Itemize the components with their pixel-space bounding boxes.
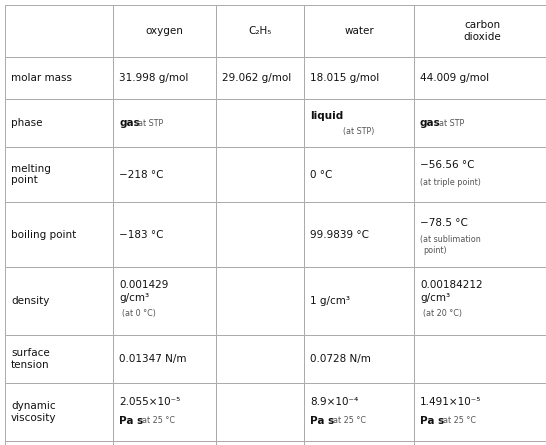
Text: at 25 °C: at 25 °C bbox=[136, 416, 175, 425]
Bar bbox=[113, 267, 216, 335]
Text: −183 °C: −183 °C bbox=[119, 230, 163, 239]
Text: 44.009 g/mol: 44.009 g/mol bbox=[420, 73, 489, 83]
Bar bbox=[304, 267, 414, 335]
Text: 0.01347 N/m: 0.01347 N/m bbox=[119, 354, 187, 364]
Text: 29.062 g/mol: 29.062 g/mol bbox=[222, 73, 291, 83]
Text: C₂H₅: C₂H₅ bbox=[248, 26, 272, 36]
Text: Pa s: Pa s bbox=[420, 416, 444, 426]
Text: Pa s: Pa s bbox=[310, 416, 334, 426]
Text: 18.015 g/mol: 18.015 g/mol bbox=[310, 73, 379, 83]
Text: 0.00184212: 0.00184212 bbox=[420, 280, 483, 290]
Text: −78.5 °C: −78.5 °C bbox=[420, 218, 468, 228]
Text: liquid: liquid bbox=[310, 111, 343, 121]
Bar bbox=[5, 202, 113, 267]
Bar bbox=[216, 99, 304, 147]
Text: (at 0 °C): (at 0 °C) bbox=[122, 309, 156, 318]
Text: melting
point: melting point bbox=[11, 164, 51, 185]
Bar bbox=[216, 202, 304, 267]
Text: (at sublimation: (at sublimation bbox=[420, 235, 480, 243]
Bar bbox=[414, 441, 546, 445]
Bar bbox=[304, 57, 414, 99]
Text: (at triple point): (at triple point) bbox=[420, 178, 481, 187]
Bar bbox=[414, 383, 546, 441]
Bar bbox=[414, 5, 546, 57]
Text: boiling point: boiling point bbox=[11, 230, 76, 239]
Text: 2.055×10⁻⁵: 2.055×10⁻⁵ bbox=[119, 396, 180, 407]
Text: 1.491×10⁻⁵: 1.491×10⁻⁵ bbox=[420, 396, 482, 407]
Text: g/cm³: g/cm³ bbox=[119, 293, 149, 303]
Bar bbox=[5, 267, 113, 335]
Bar bbox=[113, 57, 216, 99]
Bar bbox=[414, 147, 546, 202]
Bar bbox=[414, 335, 546, 383]
Bar bbox=[5, 57, 113, 99]
Text: 31.998 g/mol: 31.998 g/mol bbox=[119, 73, 188, 83]
Text: at 25 °C: at 25 °C bbox=[437, 416, 476, 425]
Text: oxygen: oxygen bbox=[146, 26, 183, 36]
Text: molar mass: molar mass bbox=[11, 73, 72, 83]
Bar bbox=[414, 57, 546, 99]
Text: at STP: at STP bbox=[133, 118, 163, 128]
Text: g/cm³: g/cm³ bbox=[420, 293, 450, 303]
Bar bbox=[216, 57, 304, 99]
Bar bbox=[113, 383, 216, 441]
Text: phase: phase bbox=[11, 118, 43, 128]
Text: at STP: at STP bbox=[434, 118, 464, 128]
Bar bbox=[113, 147, 216, 202]
Bar bbox=[304, 441, 414, 445]
Bar bbox=[216, 147, 304, 202]
Bar bbox=[5, 441, 113, 445]
Bar bbox=[216, 267, 304, 335]
Text: −56.56 °C: −56.56 °C bbox=[420, 160, 474, 170]
Text: surface
tension: surface tension bbox=[11, 348, 50, 370]
Bar bbox=[113, 335, 216, 383]
Text: 99.9839 °C: 99.9839 °C bbox=[310, 230, 369, 239]
Text: Pa s: Pa s bbox=[119, 416, 143, 426]
Text: −218 °C: −218 °C bbox=[119, 170, 163, 179]
Text: water: water bbox=[344, 26, 374, 36]
Bar bbox=[216, 335, 304, 383]
Bar bbox=[5, 99, 113, 147]
Text: gas: gas bbox=[420, 118, 441, 128]
Bar bbox=[113, 5, 216, 57]
Text: density: density bbox=[11, 296, 49, 306]
Text: (at STP): (at STP) bbox=[343, 127, 375, 136]
Bar bbox=[414, 202, 546, 267]
Bar bbox=[304, 5, 414, 57]
Text: gas: gas bbox=[119, 118, 140, 128]
Text: point): point) bbox=[423, 246, 447, 255]
Text: carbon
dioxide: carbon dioxide bbox=[464, 20, 501, 42]
Bar bbox=[5, 147, 113, 202]
Bar bbox=[5, 383, 113, 441]
Bar bbox=[5, 5, 113, 57]
Text: 0 °C: 0 °C bbox=[310, 170, 333, 179]
Bar bbox=[216, 383, 304, 441]
Text: dynamic
viscosity: dynamic viscosity bbox=[11, 401, 56, 423]
Bar bbox=[304, 383, 414, 441]
Bar bbox=[113, 99, 216, 147]
Text: 0.0728 N/m: 0.0728 N/m bbox=[310, 354, 371, 364]
Bar bbox=[216, 441, 304, 445]
Text: 8.9×10⁻⁴: 8.9×10⁻⁴ bbox=[310, 396, 358, 407]
Bar bbox=[304, 99, 414, 147]
Bar bbox=[113, 202, 216, 267]
Bar bbox=[414, 99, 546, 147]
Text: 0.001429: 0.001429 bbox=[119, 280, 168, 290]
Bar bbox=[216, 5, 304, 57]
Bar bbox=[5, 335, 113, 383]
Text: 1 g/cm³: 1 g/cm³ bbox=[310, 296, 350, 306]
Bar bbox=[304, 202, 414, 267]
Text: (at 20 °C): (at 20 °C) bbox=[423, 309, 462, 318]
Bar bbox=[113, 441, 216, 445]
Bar bbox=[304, 335, 414, 383]
Text: at 25 °C: at 25 °C bbox=[328, 416, 366, 425]
Bar bbox=[414, 267, 546, 335]
Bar bbox=[304, 147, 414, 202]
